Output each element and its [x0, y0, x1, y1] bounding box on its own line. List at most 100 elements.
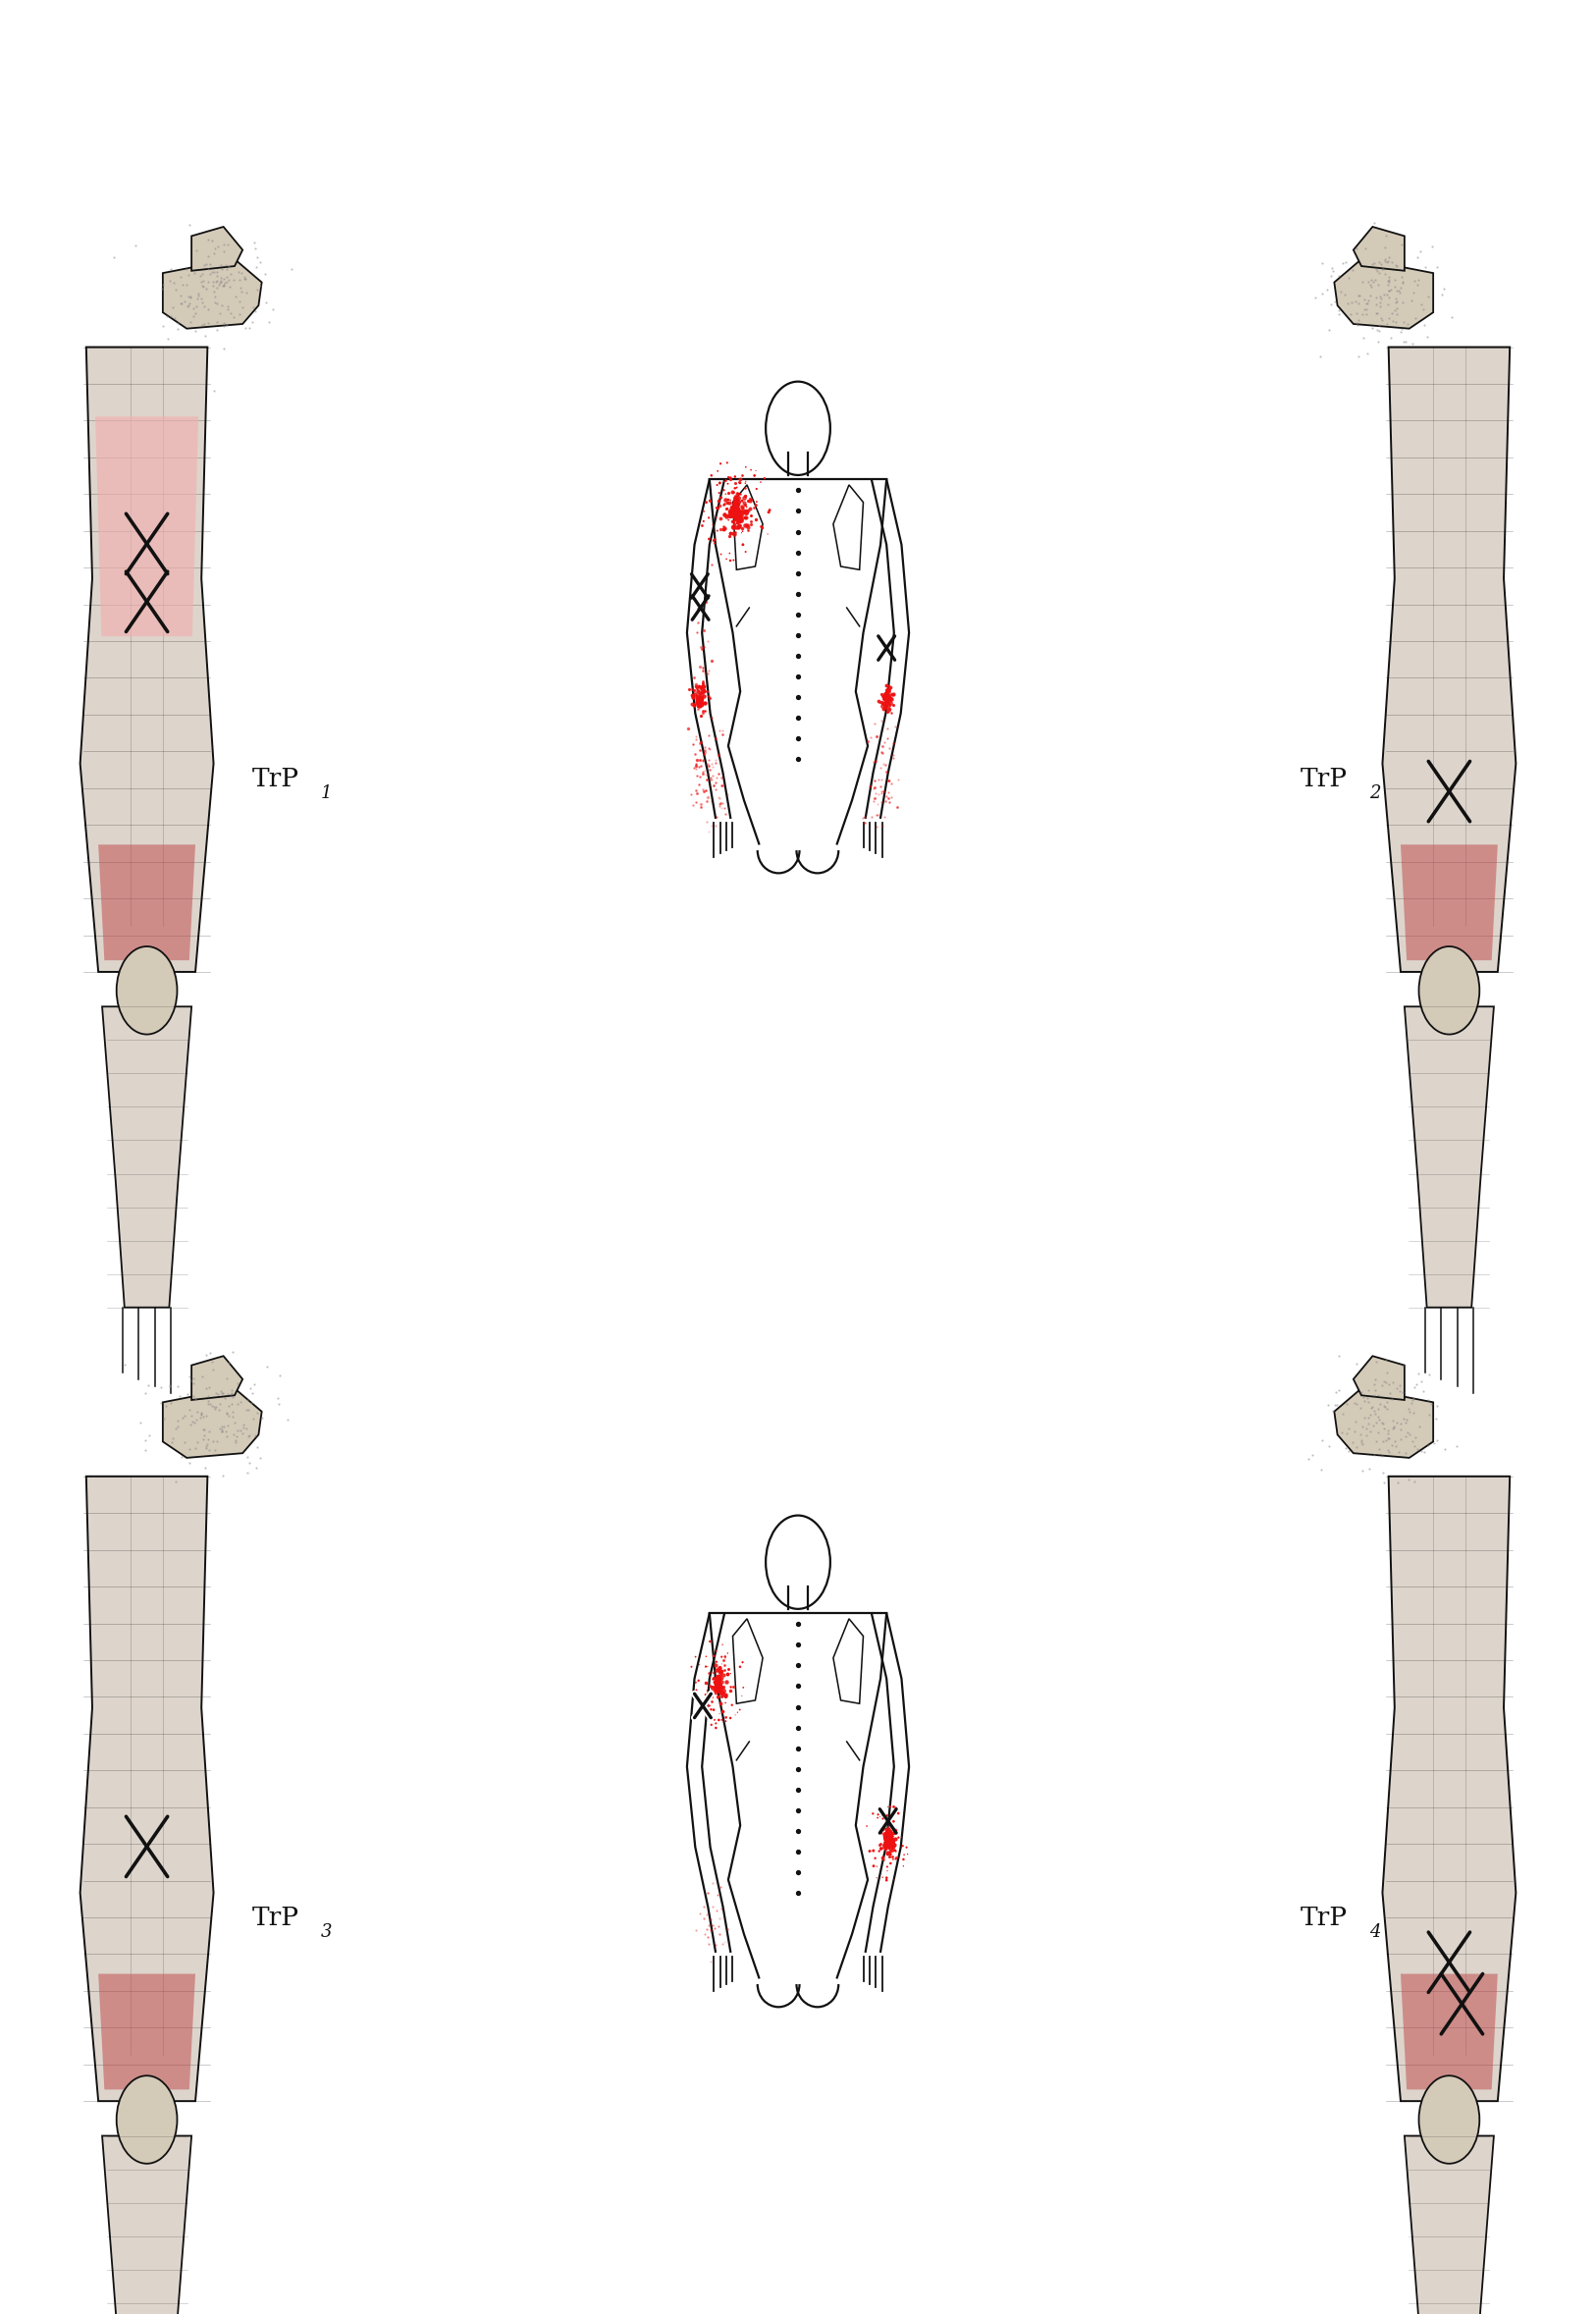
Point [691, 493, 717, 530]
Point [702, 1671, 728, 1708]
Point [749, 463, 774, 500]
Point [686, 1645, 712, 1682]
Point [697, 1659, 723, 1696]
Point [881, 1803, 907, 1840]
Point [728, 1692, 753, 1729]
Point [854, 1807, 879, 1844]
Point [712, 1641, 737, 1678]
Point [744, 470, 769, 507]
Point [744, 486, 769, 523]
Point [696, 521, 721, 558]
Point [705, 1678, 731, 1715]
Point [867, 1833, 892, 1870]
Point [699, 456, 725, 493]
Point [707, 444, 733, 481]
Point [701, 523, 726, 560]
Point [881, 1823, 907, 1860]
Point [683, 1664, 709, 1701]
Point [715, 458, 741, 495]
Point [878, 1835, 903, 1872]
Point [696, 500, 721, 537]
Point [715, 502, 741, 539]
Point [725, 470, 750, 507]
Point [865, 1800, 891, 1837]
Point [875, 1789, 900, 1826]
Point [891, 1828, 916, 1865]
Point [725, 1694, 750, 1731]
Point [728, 465, 753, 502]
Point [702, 1701, 728, 1738]
Polygon shape [1382, 347, 1516, 972]
Point [718, 1668, 744, 1705]
Point [875, 1798, 900, 1835]
Point [681, 1680, 707, 1717]
Point [717, 535, 742, 572]
Point [757, 493, 782, 530]
Point [718, 1668, 744, 1705]
Point [689, 507, 715, 544]
Point [709, 537, 734, 574]
Point [713, 460, 739, 498]
Point [886, 1819, 911, 1856]
Point [712, 463, 737, 500]
Point [729, 525, 755, 562]
Point [721, 474, 747, 511]
Point [895, 1835, 921, 1872]
Point [854, 1807, 879, 1844]
Point [707, 474, 733, 511]
Point [702, 525, 728, 562]
Point [744, 470, 769, 507]
Point [878, 1805, 903, 1842]
Point [733, 532, 758, 569]
Point [715, 465, 741, 502]
Point [718, 481, 744, 518]
Point [713, 1703, 739, 1740]
Point [721, 474, 747, 511]
Point [705, 454, 731, 491]
Point [731, 1668, 757, 1705]
Point [701, 1692, 726, 1729]
Point [718, 541, 744, 578]
Point [712, 1638, 737, 1675]
Point [860, 1847, 886, 1884]
Point [704, 500, 729, 537]
Point [697, 1622, 723, 1659]
Polygon shape [1401, 1974, 1497, 2090]
Point [867, 1812, 892, 1849]
Polygon shape [1334, 259, 1433, 329]
Point [702, 1661, 728, 1698]
Point [755, 516, 780, 553]
Point [707, 465, 733, 502]
Point [683, 1671, 709, 1708]
Point [713, 474, 739, 511]
Point [873, 1863, 899, 1900]
Point [699, 1705, 725, 1742]
Point [707, 1696, 733, 1733]
Polygon shape [99, 1974, 195, 2090]
Point [894, 1828, 919, 1865]
Point [875, 1810, 900, 1847]
Point [693, 1675, 718, 1712]
Point [744, 451, 769, 488]
Point [739, 451, 764, 488]
Point [691, 502, 717, 539]
Point [705, 1680, 731, 1717]
Point [891, 1847, 916, 1884]
Point [721, 541, 747, 578]
Point [691, 502, 717, 539]
Point [857, 1833, 883, 1870]
Point [715, 1678, 741, 1715]
Point [713, 541, 739, 578]
Point [863, 1860, 889, 1897]
Point [713, 1703, 739, 1740]
Point [749, 509, 774, 546]
Point [704, 488, 729, 525]
Point [865, 1800, 891, 1837]
Point [704, 511, 729, 548]
Point [683, 1671, 709, 1708]
Point [744, 451, 769, 488]
Point [726, 463, 752, 500]
Point [704, 511, 729, 548]
Point [699, 1692, 725, 1729]
Polygon shape [1401, 845, 1497, 960]
